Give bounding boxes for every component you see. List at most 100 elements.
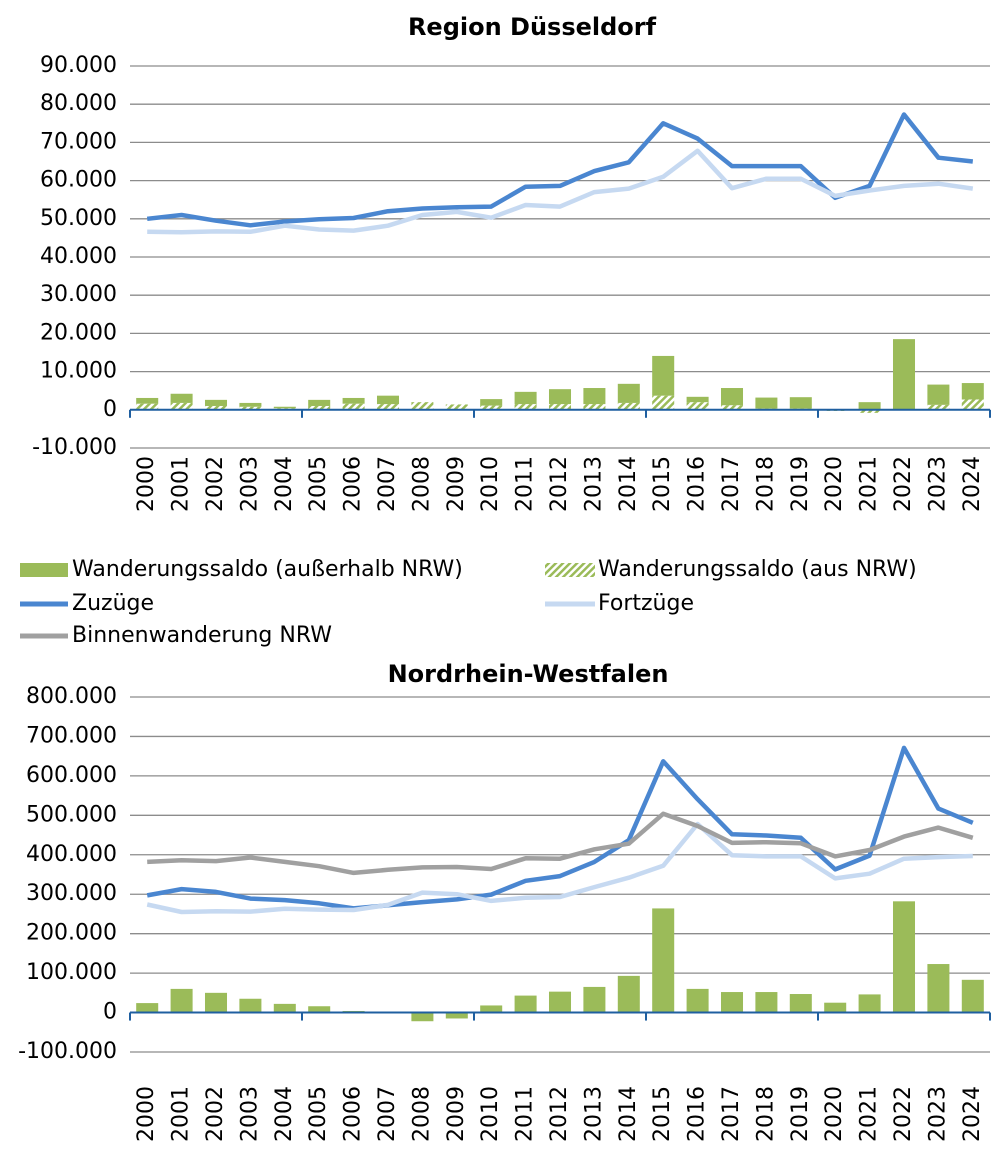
x-tick-label: 2019: [788, 1086, 813, 1142]
x-tick-label: 2020: [822, 456, 847, 512]
bar: [652, 908, 675, 1013]
x-tick-label: 2014: [616, 1086, 641, 1142]
bar: [445, 1012, 468, 1019]
x-tick-label: 2013: [581, 456, 606, 512]
x-tick-label: 2015: [650, 1086, 675, 1142]
legend: Wanderungssaldo (außerhalb NRW) Wanderun…: [20, 557, 917, 648]
y-tick-label: 20.000: [40, 320, 117, 345]
bar: [273, 406, 296, 409]
x-tick-label: 2006: [341, 456, 366, 512]
chart-title: Nordrhein-Westfalen: [388, 660, 669, 688]
x-tick-label: 2024: [960, 456, 985, 512]
x-tick-label: 2022: [891, 1086, 916, 1142]
bar: [136, 397, 159, 404]
bar: [720, 992, 744, 1013]
bar: [514, 391, 537, 405]
y-tick-label: 200.000: [26, 921, 117, 946]
x-tick-label: 2023: [925, 1086, 950, 1142]
bar: [136, 1003, 159, 1013]
x-tick-label: 2000: [134, 1086, 159, 1142]
x-tick-label: 2007: [375, 456, 400, 512]
x-tick-label: 2012: [547, 1086, 572, 1142]
x-tick-label: 2006: [341, 1086, 366, 1142]
bar: [858, 994, 881, 1013]
legend-label: Fortzüge: [598, 591, 694, 616]
x-tick-label: 2007: [375, 1086, 400, 1142]
y-tick-label: 80.000: [40, 91, 117, 116]
legend-label: Wanderungssaldo (außerhalb NRW): [72, 557, 463, 582]
x-tick-label: 2011: [513, 456, 538, 512]
x-tick-label: 2002: [203, 1086, 228, 1142]
bar: [720, 388, 744, 406]
bar: [204, 399, 228, 406]
legend-label: Wanderungssaldo (aus NRW): [598, 557, 917, 582]
bar: [411, 402, 434, 410]
bar: [858, 409, 881, 413]
line-series: [146, 821, 973, 915]
y-tick-label: 90.000: [40, 53, 117, 78]
x-tick-label: 2024: [960, 1086, 985, 1142]
bar: [617, 402, 640, 410]
legend-label: Zuzüge: [72, 591, 154, 616]
bar: [411, 1012, 434, 1022]
bar: [617, 975, 640, 1013]
bar: [170, 393, 193, 403]
bar: [514, 995, 537, 1013]
bar: [376, 395, 400, 405]
bar: [480, 405, 503, 410]
bar: [239, 998, 262, 1013]
y-tick-label: 400.000: [26, 842, 117, 867]
y-tick-label: 100.000: [26, 960, 117, 985]
bar: [652, 355, 675, 396]
x-tick-label: 2005: [306, 1086, 331, 1142]
bar: [548, 991, 572, 1013]
bar: [376, 404, 400, 410]
bar: [720, 405, 744, 410]
bar: [686, 396, 709, 403]
bar: [686, 402, 709, 410]
x-tick-label: 2002: [203, 456, 228, 512]
bar: [892, 339, 916, 410]
y-tick-label: 30.000: [40, 282, 117, 307]
y-tick-label: 50.000: [40, 206, 117, 231]
y-tick-label: 0: [103, 397, 117, 422]
bar: [170, 988, 193, 1013]
y-tick-label: 500.000: [26, 802, 117, 827]
y-tick-label: 10.000: [40, 359, 117, 384]
bar: [204, 992, 228, 1013]
x-tick-label: 2023: [925, 456, 950, 512]
y-tick-label: 60.000: [40, 168, 117, 193]
bar: [308, 399, 331, 406]
x-tick-label: 2017: [719, 1086, 744, 1142]
x-tick-label: 2010: [478, 456, 503, 512]
line-series: [147, 811, 974, 876]
x-tick-label: 2005: [306, 456, 331, 512]
y-tick-label: 700.000: [26, 723, 117, 748]
y-tick-label: -10.000: [32, 435, 117, 460]
x-tick-label: 2008: [409, 1086, 434, 1142]
bar: [961, 383, 984, 400]
bar: [583, 388, 606, 405]
x-tick-label: 2004: [272, 1086, 297, 1142]
x-tick-label: 2009: [444, 456, 469, 512]
line-series: [147, 148, 974, 235]
y-tick-label: 300.000: [26, 881, 117, 906]
x-tick-label: 2022: [891, 456, 916, 512]
bar: [273, 1003, 296, 1013]
x-tick-label: 2021: [857, 456, 882, 512]
bar: [652, 395, 675, 410]
x-tick-label: 2004: [272, 456, 297, 512]
bar: [617, 383, 640, 403]
x-tick-label: 2011: [513, 1086, 538, 1142]
x-tick-label: 2018: [753, 456, 778, 512]
y-tick-label: 600.000: [26, 763, 117, 788]
x-tick-label: 2009: [444, 1086, 469, 1142]
bar: [308, 405, 331, 410]
y-tick-label: 0: [103, 1000, 117, 1025]
bar: [342, 397, 365, 404]
bar: [480, 1005, 503, 1013]
x-tick-label: 2018: [753, 1086, 778, 1142]
x-tick-label: 2001: [169, 1086, 194, 1142]
bar: [204, 405, 228, 410]
x-tick-label: 2015: [650, 456, 675, 512]
